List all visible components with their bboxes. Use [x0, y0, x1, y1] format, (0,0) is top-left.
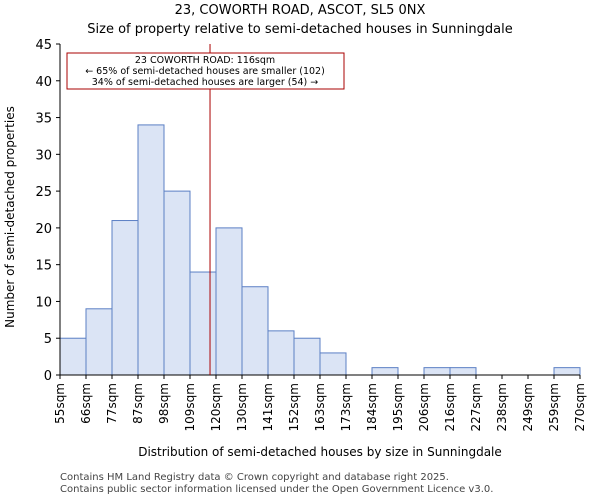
chart-subtitle: Size of property relative to semi-detach… — [87, 22, 512, 37]
x-tick-label-227sqm: 227sqm — [469, 383, 483, 431]
y-tick-label-35: 35 — [35, 112, 52, 127]
y-tick-label-20: 20 — [35, 222, 52, 237]
x-tick-label-206sqm: 206sqm — [417, 383, 431, 431]
bar-163sqm — [319, 352, 347, 376]
bar-66sqm — [85, 308, 113, 376]
y-tick-label-40: 40 — [35, 75, 52, 90]
footer-line-1: Contains HM Land Registry data © Crown c… — [60, 472, 449, 483]
y-tick-label-5: 5 — [44, 332, 52, 347]
x-tick-label-130sqm: 130sqm — [235, 383, 249, 431]
bar-77sqm — [111, 220, 139, 376]
y-tick-label-0: 0 — [44, 369, 52, 384]
x-tick-label-184sqm: 184sqm — [365, 383, 379, 431]
y-tick-label-30: 30 — [35, 148, 52, 163]
x-tick-label-163sqm: 163sqm — [313, 383, 327, 431]
x-axis-label: Distribution of semi-detached houses by … — [138, 445, 502, 459]
bar-98sqm — [163, 190, 191, 376]
x-tick-label-120sqm: 120sqm — [209, 383, 223, 431]
x-tick-label-109sqm: 109sqm — [183, 383, 197, 431]
bar-130sqm — [241, 286, 269, 376]
x-tick-label-98sqm: 98sqm — [157, 383, 171, 424]
bar-206sqm — [423, 367, 451, 376]
plot-area: 0 5 10 15 20 25 30 35 40 45 55sqm 66sqm 77sqm 87sqm 98… — [35, 38, 587, 431]
y-axis-label: Number of semi-detached properties — [3, 106, 17, 328]
x-tick-label-77sqm: 77sqm — [105, 383, 119, 424]
chart-title: 23, COWORTH ROAD, ASCOT, SL5 0NX — [175, 3, 426, 18]
y-tick-label-10: 10 — [35, 295, 52, 310]
y-tick-label-25: 25 — [35, 185, 52, 200]
annotation-line-2: ← 65% of semi-detached houses are smalle… — [85, 66, 325, 77]
annotation-line-1: 23 COWORTH ROAD: 116sqm — [135, 55, 275, 66]
bar-152sqm — [293, 337, 321, 376]
x-tick-label-87sqm: 87sqm — [131, 383, 145, 424]
x-tick-label-238sqm: 238sqm — [495, 383, 509, 431]
chart: 23, COWORTH ROAD, ASCOT, SL5 0NX Size of… — [3, 3, 587, 459]
bar-216sqm — [449, 367, 477, 376]
x-tick-label-66sqm: 66sqm — [79, 383, 93, 424]
bar-259sqm — [553, 367, 581, 376]
y-tick-label-15: 15 — [35, 259, 52, 274]
bar-55sqm — [59, 337, 87, 376]
bar-87sqm — [137, 124, 165, 376]
footer-line-2: Contains public sector information licen… — [60, 484, 494, 495]
x-tick-label-270sqm: 270sqm — [573, 383, 587, 431]
x-tick-label-195sqm: 195sqm — [391, 383, 405, 431]
y-tick-label-45: 45 — [35, 38, 52, 53]
x-tick-label-152sqm: 152sqm — [287, 383, 301, 431]
x-tick-label-141sqm: 141sqm — [261, 383, 275, 431]
x-tick-label-173sqm: 173sqm — [339, 383, 353, 431]
x-tick-label-55sqm: 55sqm — [53, 383, 67, 424]
x-tick-label-249sqm: 249sqm — [521, 383, 535, 431]
annotation-line-3: 34% of semi-detached houses are larger (… — [92, 77, 319, 88]
annotation-box — [66, 52, 345, 90]
bar-184sqm — [371, 367, 399, 376]
bar-109sqm — [189, 271, 217, 376]
x-tick-label-216sqm: 216sqm — [443, 383, 457, 431]
bar-120sqm — [215, 227, 243, 376]
x-tick-label-259sqm: 259sqm — [547, 383, 561, 431]
bar-141sqm — [267, 330, 295, 376]
